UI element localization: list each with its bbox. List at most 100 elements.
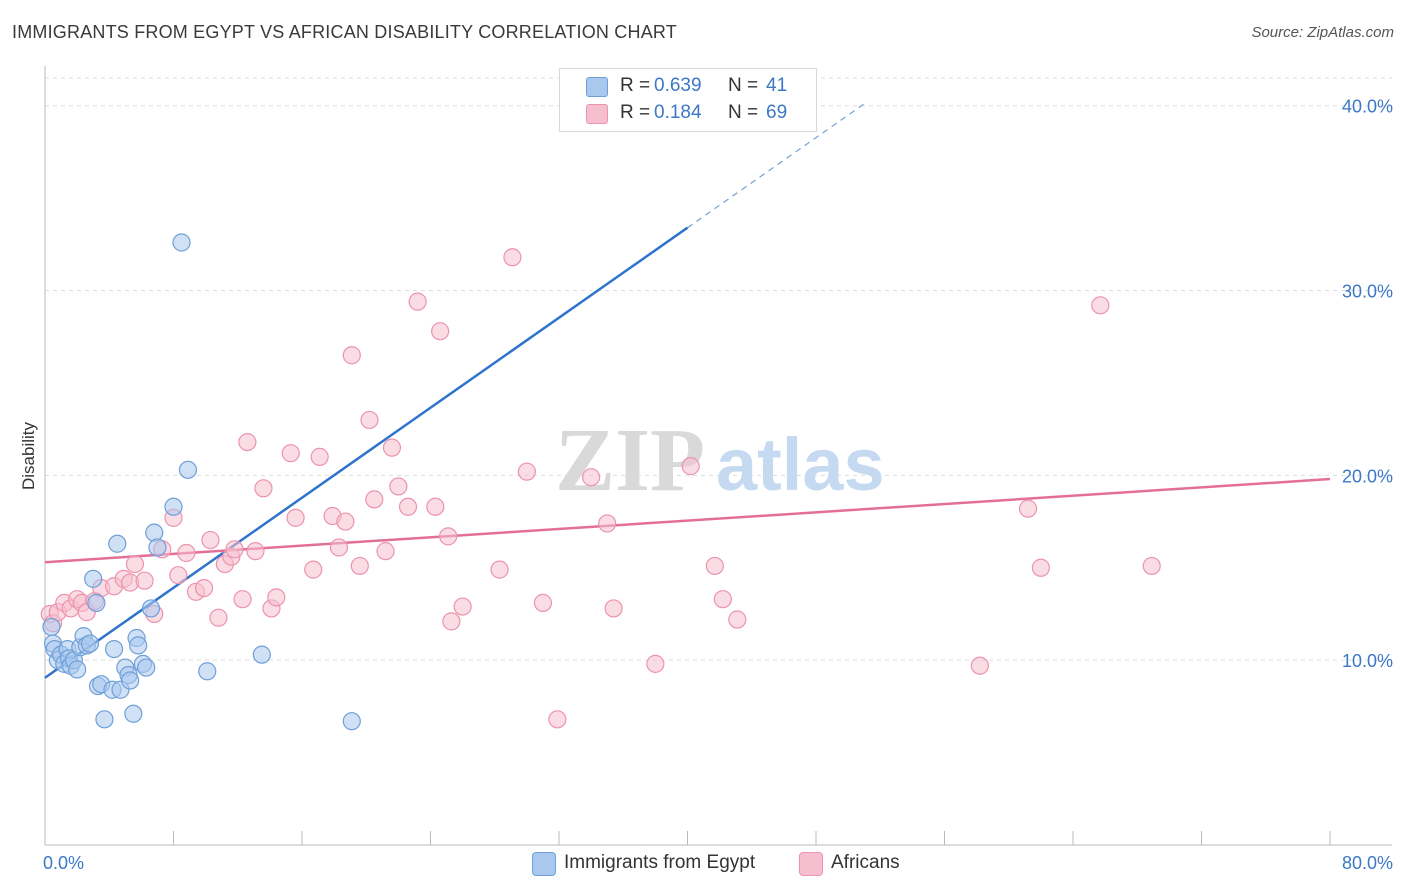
legend-n-label: N =	[728, 75, 759, 96]
legend-swatch-egypt	[586, 77, 608, 97]
watermark: ZIP atlas	[555, 411, 885, 510]
africans-point	[389, 477, 408, 496]
egypt-point	[84, 569, 103, 588]
africans-point	[604, 599, 623, 618]
legend-swatch-egypt	[532, 852, 556, 876]
africans-point	[169, 566, 188, 585]
source-label: Source: ZipAtlas.com	[1251, 24, 1394, 41]
africans-point	[453, 597, 472, 616]
africans-point	[177, 543, 196, 563]
africans-point	[125, 554, 145, 574]
y-tick-label: 10.0%	[1342, 651, 1393, 671]
egypt-point	[104, 639, 124, 659]
legend-n-label: N =	[728, 102, 759, 123]
egypt-point	[80, 634, 100, 653]
africans-point	[713, 590, 732, 609]
africans-point	[350, 556, 369, 576]
africans-point	[382, 438, 402, 457]
watermark-zip: ZIP	[555, 411, 705, 510]
y-tick-label: 20.0%	[1342, 466, 1393, 486]
y-tick-label: 40.0%	[1342, 97, 1393, 117]
africans-point	[503, 248, 522, 267]
egypt-point	[121, 671, 140, 690]
egypt-point	[129, 636, 148, 655]
africans-point	[408, 292, 427, 311]
africans-point	[360, 410, 379, 430]
egypt-point	[198, 662, 217, 681]
egypt-point	[252, 645, 271, 664]
africans-point	[1142, 556, 1161, 576]
points-layer	[40, 233, 1161, 731]
egypt-point	[145, 523, 164, 542]
x-tick-label: 80.0%	[1342, 853, 1393, 873]
africans-point	[426, 497, 445, 516]
egypt-point	[42, 617, 61, 637]
africans-point	[442, 612, 461, 631]
correlation-legend: R = 0.639 N = 41 R = 0.184 N = 69	[559, 68, 817, 132]
legend-label-africans: Africans	[831, 852, 900, 873]
egypt-point	[87, 593, 106, 612]
legend-swatch-africans	[586, 104, 608, 124]
legend-row-africans: R = 0.184 N = 69	[560, 100, 816, 126]
africans-point	[646, 654, 665, 673]
africans-point	[233, 590, 252, 609]
legend-row-egypt: R = 0.639 N = 41	[560, 73, 816, 99]
x-tick-label: 0.0%	[43, 853, 84, 873]
africans-point	[439, 527, 458, 546]
y-tick-label: 30.0%	[1342, 282, 1393, 302]
africans-point	[225, 540, 244, 559]
africans-point	[201, 530, 220, 550]
africans-point	[517, 462, 536, 481]
africans-point	[267, 588, 286, 607]
africans-point	[238, 432, 257, 452]
africans-point	[194, 579, 214, 598]
legend-n-value: 41	[766, 75, 788, 96]
africans-point	[281, 444, 300, 463]
egypt-point	[108, 534, 127, 553]
legend-n-value: 69	[766, 102, 788, 123]
africans-point	[398, 497, 418, 516]
africans-point	[286, 508, 305, 527]
africans-point	[376, 542, 395, 561]
legend-r-label: R =	[620, 102, 651, 123]
africans-point	[209, 608, 228, 627]
egypt-point	[172, 233, 191, 252]
egypt-point	[137, 658, 156, 677]
africans-point	[254, 479, 273, 498]
series-legend: Immigrants from Egypt Africans	[0, 851, 1406, 877]
africans-point	[598, 514, 617, 533]
africans-point	[533, 593, 553, 612]
legend-r-value: 0.184	[654, 102, 702, 123]
egypt-point	[148, 538, 167, 557]
africans-point	[365, 490, 384, 509]
africans-point	[681, 457, 700, 476]
egypt-point	[178, 460, 198, 479]
legend-label-egypt: Immigrants from Egypt	[564, 852, 756, 873]
legend-swatch-africans	[799, 852, 823, 876]
africans-point	[490, 560, 509, 579]
egypt-point	[141, 599, 161, 618]
africans-point	[970, 656, 989, 675]
trend-line-egypt-extension	[687, 103, 865, 229]
africans-point	[336, 512, 355, 531]
y-axis-title: Disability	[19, 421, 38, 490]
africans-point	[548, 710, 567, 729]
legend-r-label: R =	[620, 75, 651, 96]
africans-point	[329, 538, 349, 557]
africans-point	[1031, 558, 1050, 577]
axis-layer: 10.0% 20.0% 30.0% 40.0% 0.0% 80.0%	[43, 66, 1393, 873]
egypt-point	[95, 710, 114, 729]
africans-point	[246, 542, 265, 561]
legend-r-value: 0.639	[654, 75, 702, 96]
africans-point	[728, 610, 747, 629]
egypt-point	[124, 704, 143, 723]
watermark-atlas: atlas	[716, 423, 885, 506]
africans-point	[1018, 499, 1038, 518]
egypt-point	[164, 497, 183, 516]
africans-point	[705, 556, 724, 576]
africans-point	[135, 571, 154, 590]
africans-point	[431, 322, 450, 341]
chart-title: IMMIGRANTS FROM EGYPT VS AFRICAN DISABIL…	[12, 22, 677, 42]
africans-point	[1091, 296, 1110, 315]
